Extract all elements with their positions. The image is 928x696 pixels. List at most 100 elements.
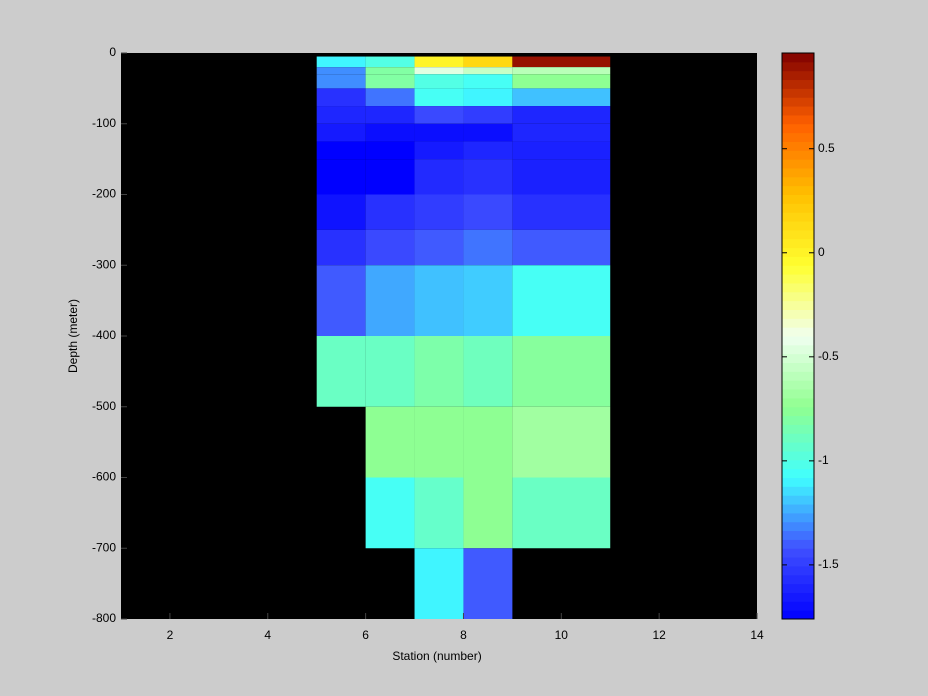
heat-cell [414, 123, 464, 142]
heat-cell [512, 74, 611, 89]
colorbar-swatch [782, 583, 814, 593]
heat-cell [463, 194, 513, 230]
heat-cell [463, 106, 513, 124]
colorbar-swatch [782, 574, 814, 585]
colorbar-swatch [782, 415, 814, 425]
y-tick-label: -100 [92, 116, 116, 130]
colorbar-swatch [782, 450, 814, 461]
heat-cell [414, 106, 464, 124]
colorbar-swatch [782, 406, 814, 417]
heat-cell [512, 477, 611, 549]
heat-cell [365, 477, 415, 549]
heat-cell [365, 88, 415, 107]
heat-cell [512, 123, 611, 142]
colorbar-swatch [782, 336, 814, 346]
colorbar-swatch [782, 521, 814, 532]
heat-cell [512, 265, 611, 336]
colorbar-frame [781, 52, 815, 620]
colorbar-tick-label: 0 [818, 245, 825, 259]
heat-cell [463, 88, 513, 107]
x-tick-label: 6 [362, 628, 369, 642]
heat-cell [316, 88, 366, 107]
colorbar-swatch [782, 344, 814, 355]
heat-cell [316, 106, 366, 124]
colorbar-swatch [782, 610, 814, 620]
heat-cell [414, 88, 464, 107]
colorbar-swatch [782, 486, 814, 496]
colorbar-swatch [782, 601, 814, 611]
heat-cell [365, 141, 415, 160]
colorbar-swatch [782, 477, 814, 487]
x-tick-label: 12 [652, 628, 666, 642]
x-tick-label: 10 [555, 628, 569, 642]
heat-cell [414, 74, 464, 89]
colorbar-swatch [782, 539, 814, 549]
colorbar-swatch [782, 238, 814, 249]
colorbar-swatch [782, 185, 814, 195]
colorbar-swatch [782, 70, 814, 81]
heat-cell [365, 67, 415, 75]
colorbar-tick-label: -0.5 [818, 349, 839, 363]
colorbar-swatch [782, 203, 814, 213]
colorbar-swatch [782, 318, 814, 328]
heat-cell [414, 194, 464, 230]
heat-cell [316, 194, 366, 230]
y-tick-label: -600 [92, 470, 116, 484]
colorbar-swatch [782, 256, 814, 266]
colorbar-swatch [782, 397, 814, 408]
colorbar-swatch [782, 327, 814, 337]
y-tick-label: -700 [92, 540, 116, 554]
heat-cell [414, 141, 464, 160]
colorbar-swatch [782, 88, 814, 98]
colorbar-swatch [782, 97, 814, 107]
heat-cell [463, 406, 513, 478]
colorbar-swatch [782, 389, 814, 399]
colorbar-tick-label: -1 [818, 453, 829, 467]
heat-cell [463, 141, 513, 160]
colorbar-swatch [782, 291, 814, 302]
colorbar-swatch [782, 247, 814, 257]
heat-cell [463, 56, 513, 68]
heat-cell [512, 88, 611, 107]
colorbar-swatch [782, 592, 814, 602]
heat-cell [365, 194, 415, 230]
heat-cell [316, 265, 366, 336]
y-tick-label: -800 [92, 611, 116, 625]
colorbar-swatch [782, 300, 814, 310]
heat-cell [365, 74, 415, 89]
colorbar-swatch [782, 159, 814, 169]
heat-cell [414, 265, 464, 336]
colorbar-swatch [782, 565, 814, 576]
heat-cell [512, 406, 611, 478]
heat-cell [316, 56, 366, 68]
heat-cell [365, 159, 415, 195]
heat-cell [316, 67, 366, 75]
heat-cell [463, 159, 513, 195]
heat-cell [463, 74, 513, 89]
colorbar-swatch [782, 141, 814, 151]
heat-cell [512, 56, 611, 68]
heat-cell [414, 67, 464, 75]
heat-cell [463, 229, 513, 266]
colorbar-tick-label: 0.5 [818, 141, 835, 155]
colorbar-swatch [782, 512, 814, 523]
colorbar-swatch [782, 459, 814, 470]
heat-cell [414, 477, 464, 549]
colorbar-swatch [782, 229, 814, 240]
x-tick-label: 14 [750, 628, 764, 642]
colorbar-swatch [782, 212, 814, 222]
colorbar-swatch [782, 150, 814, 160]
y-tick-label: -300 [92, 257, 116, 271]
heat-cell [316, 229, 366, 266]
heat-cell [414, 548, 464, 619]
y-tick-label: -500 [92, 399, 116, 413]
heat-cell [316, 336, 366, 407]
heat-cell [316, 74, 366, 89]
colorbar-swatch [782, 132, 814, 142]
heat-cell [512, 159, 611, 195]
colorbar-swatch [782, 557, 814, 567]
heat-cell [512, 194, 611, 230]
colorbar-swatch [782, 194, 814, 204]
y-tick-label: -200 [92, 187, 116, 201]
